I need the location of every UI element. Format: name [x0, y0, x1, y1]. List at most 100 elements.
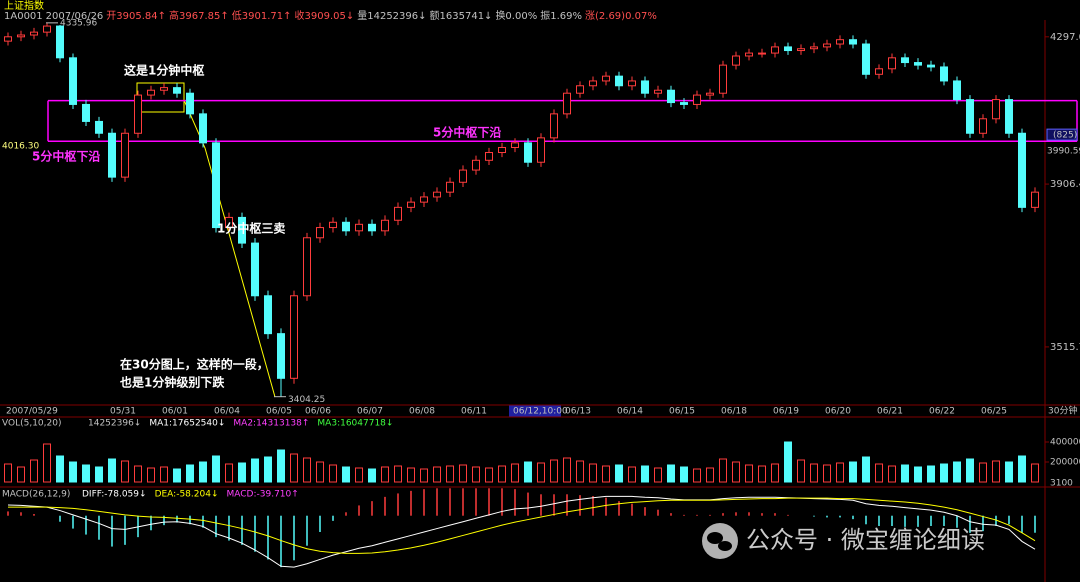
- candle-body: [160, 87, 168, 91]
- volume-bar: [693, 468, 701, 483]
- x-tick-label: 06/21: [877, 407, 903, 417]
- volume-bar: [108, 458, 116, 483]
- candle-body: [1018, 132, 1026, 208]
- candle-body: [914, 62, 922, 66]
- candle-body: [199, 113, 207, 144]
- panel-title: MACD(26,12,9): [2, 490, 70, 500]
- candle-body: [745, 52, 753, 57]
- candle-body: [95, 120, 103, 134]
- volume-bar: [836, 462, 844, 483]
- volume-bar: [56, 455, 64, 483]
- volume-bar: [927, 465, 935, 483]
- volume-bar: [17, 466, 25, 483]
- volume-bar: [1005, 461, 1013, 483]
- annotation: 5分中枢下沿: [433, 125, 501, 140]
- candle-body: [316, 227, 324, 239]
- volume-bar: [485, 467, 493, 483]
- annotation: 这是1分钟中枢: [124, 63, 204, 78]
- volume-bar: [628, 466, 636, 483]
- info-item: 1A0001: [4, 11, 43, 22]
- candle-body: [342, 221, 350, 232]
- volume-bar: [706, 467, 714, 483]
- volume-bar: [784, 441, 792, 483]
- annotation: 也是1分钟级别下跌: [120, 375, 225, 390]
- volume-bar: [914, 466, 922, 483]
- candle-body: [901, 57, 909, 64]
- candle-body: [251, 242, 259, 297]
- volume-bar: [888, 465, 896, 483]
- candle-body: [511, 142, 519, 148]
- candle-body: [485, 152, 493, 161]
- candle-body: [719, 64, 727, 94]
- x-tick-label: 06/08: [409, 407, 435, 417]
- legend-item: MACD:-39.710↑: [227, 490, 299, 500]
- candle-body: [459, 169, 467, 183]
- price-label: 3404.25: [288, 395, 325, 405]
- candle-body: [849, 39, 857, 45]
- candle-body: [732, 55, 740, 66]
- period-label: 30分钟: [1048, 405, 1077, 417]
- volume-bar: [875, 463, 883, 483]
- volume-bar: [758, 465, 766, 483]
- x-tick-label: 06/25: [981, 407, 1007, 417]
- volume-bar: [992, 460, 1000, 483]
- candle-body: [927, 64, 935, 68]
- volume-bar: [394, 465, 402, 483]
- candle-body: [212, 142, 220, 229]
- volume-bar: [342, 466, 350, 483]
- candle-body: [82, 103, 90, 122]
- candle-body: [173, 87, 181, 94]
- volume-bar: [849, 461, 857, 483]
- volume-bar: [420, 468, 428, 483]
- candle-body: [30, 31, 38, 36]
- volume-bar: [368, 468, 376, 483]
- volume-bar: [1018, 455, 1026, 483]
- x-tick-label: 06/07: [357, 407, 383, 417]
- macd-line: [7, 495, 1036, 568]
- candle-body: [147, 89, 155, 96]
- volume-bar: [719, 458, 727, 483]
- candle-body: [862, 43, 870, 75]
- legend-item: MA2:14313138↑: [233, 419, 309, 429]
- candle-body: [56, 25, 64, 59]
- volume-bar: [290, 453, 298, 483]
- info-item: 高3967.85↑: [169, 9, 229, 22]
- volume-bar: [797, 459, 805, 483]
- volume-bar: [901, 464, 909, 483]
- x-tick-label: 06/06: [305, 407, 331, 417]
- candle-body: [589, 80, 597, 87]
- info-item: 低3901.71↑: [232, 9, 292, 22]
- volume-bar: [173, 468, 181, 483]
- x-tick-label: 06/13: [565, 407, 591, 417]
- info-item: 振1.69%: [540, 9, 582, 22]
- volume-bar: [940, 463, 948, 483]
- volume-bar: [953, 461, 961, 483]
- x-tick-label: 06/20: [825, 407, 851, 417]
- candle-body: [498, 146, 506, 154]
- x-tick-label: 06/11: [461, 407, 487, 417]
- trend-line: [183, 99, 276, 398]
- candle-body: [602, 75, 610, 82]
- cursor-count: (825): [1053, 131, 1077, 141]
- volume-bar: [589, 463, 597, 483]
- volume-bar: [862, 456, 870, 483]
- x-tick-label: 06/01: [162, 407, 188, 417]
- candle-body: [1031, 191, 1039, 208]
- price-label: 4335.96: [60, 18, 97, 28]
- candle-body: [368, 223, 376, 232]
- x-tick-label: 06/14: [617, 407, 643, 417]
- x-label-bg: [509, 405, 561, 417]
- x-tick-label: 06/19: [773, 407, 799, 417]
- volume-bar: [43, 443, 51, 483]
- volume-bar: [966, 458, 974, 483]
- volume-bar: [264, 456, 272, 483]
- legend-item: DEA:-58.204↓: [155, 490, 219, 500]
- info-line: 1A0001 2007/06/26 开3905.84↑ 高3967.85↑ 低3901.…: [4, 9, 657, 22]
- candle-body: [680, 102, 688, 105]
- candle-body: [758, 52, 766, 55]
- candle-body: [420, 196, 428, 203]
- legend-item: MA1:17652540↓: [149, 419, 225, 429]
- volume-bar: [199, 461, 207, 483]
- candle-body: [355, 223, 363, 232]
